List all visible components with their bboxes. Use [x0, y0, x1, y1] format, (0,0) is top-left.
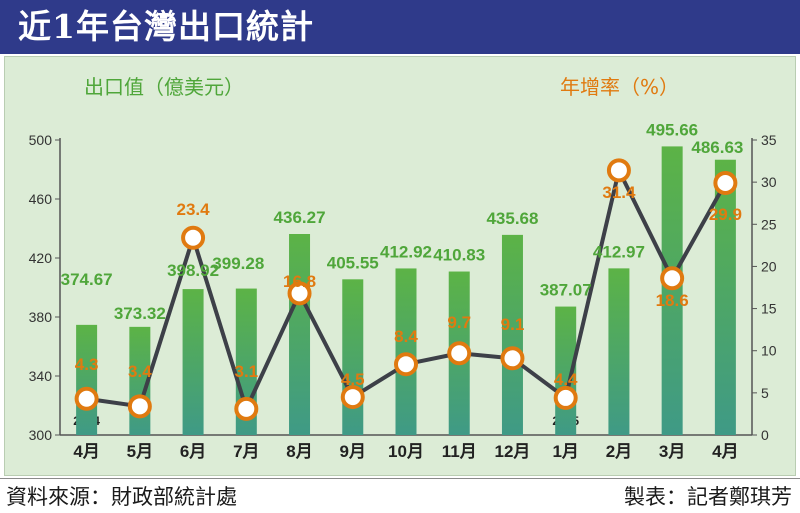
line-point: [447, 341, 472, 366]
y2-tick-label: 25: [761, 216, 777, 232]
y-tick-label: 380: [29, 309, 53, 325]
growth-value-label: 23.4: [177, 200, 211, 219]
line-point: [660, 266, 685, 291]
bar-value-label: 399.28: [212, 254, 264, 273]
bar-value-label: 486.63: [691, 138, 743, 157]
bar: [342, 279, 364, 435]
bar-value-label: 374.67: [61, 270, 113, 289]
growth-value-label: 4.4: [554, 370, 578, 389]
growth-value-label: 16.8: [283, 272, 316, 291]
y-tick-label: 460: [29, 191, 53, 207]
growth-value-label: 18.6: [656, 291, 689, 310]
bar: [661, 146, 683, 436]
y2-tick-label: 30: [761, 174, 777, 190]
growth-value-label: 3.4: [128, 362, 152, 381]
growth-value-label: 4.3: [75, 355, 99, 374]
y-tick-label: 420: [29, 250, 53, 266]
data-labels: 374.67373.32398.92399.28436.27405.55412.…: [61, 120, 744, 389]
growth-value-label: 29.9: [709, 205, 742, 224]
bar: [714, 159, 736, 435]
x-tick-label: 1月: [552, 442, 578, 461]
chart-title: 近1年台灣出口統計: [18, 7, 314, 46]
x-tick-label: 5月: [127, 442, 153, 461]
footer: 資料來源：財政部統計處 製表：記者鄭琪芳: [0, 478, 800, 513]
growth-value-label: 3.1: [234, 362, 258, 381]
bar-value-label: 495.66: [646, 120, 698, 139]
y2-tick-label: 0: [761, 427, 769, 443]
x-tick-label: 3月: [659, 442, 685, 461]
credit-note: 製表：記者鄭琪芳: [624, 485, 792, 509]
title-bar: 近1年台灣出口統計: [0, 0, 800, 54]
bar-value-label: 405.55: [327, 253, 379, 272]
line-point: [553, 385, 578, 410]
y2-tick-label: 5: [761, 385, 769, 401]
line-point: [500, 346, 525, 371]
line-point: [287, 281, 312, 306]
y2-tick-label: 20: [761, 258, 777, 274]
x-tick-label: 10月: [388, 442, 424, 461]
bar-value-label: 412.97: [593, 242, 645, 261]
x-tick-label: 9月: [340, 442, 366, 461]
growth-value-label: 8.4: [394, 327, 418, 346]
bar: [289, 234, 311, 435]
line-point: [74, 386, 99, 411]
bar-value-label: 387.07: [540, 281, 592, 300]
bar: [501, 234, 523, 435]
x-tick-label: 7月: [233, 442, 259, 461]
y-tick-label: 300: [29, 427, 53, 443]
line-point: [713, 170, 738, 195]
line-point: [606, 158, 631, 183]
y-axis-title: 出口值（億美元）: [84, 75, 244, 99]
growth-value-label: 9.7: [447, 313, 471, 332]
line-point: [394, 352, 418, 377]
y-tick-label: 500: [29, 132, 53, 148]
line-point: [181, 225, 206, 250]
bar-value-label: 410.83: [433, 246, 485, 265]
bar: [182, 289, 204, 435]
line-point: [127, 394, 152, 419]
x-tick-label: 4月: [73, 442, 99, 461]
bar-value-label: 436.27: [274, 208, 326, 227]
bar-value-label: 373.32: [114, 304, 166, 323]
x-tick-label: 8月: [286, 442, 312, 461]
x-tick-label: 12月: [495, 442, 531, 461]
bar: [76, 324, 98, 435]
bar: [395, 268, 417, 435]
line-point: [340, 385, 365, 410]
y-tick-label: 340: [29, 368, 53, 384]
y2-tick-label: 10: [761, 343, 777, 359]
chart-svg: 出口值（億美元） 年增率（%） 300 340 380 420 460 500 0 5 10 15…: [29, 75, 777, 461]
y2-tick-label: 35: [761, 132, 777, 148]
bar-value-label: 412.92: [380, 242, 432, 261]
y2-axis-title: 年增率（%）: [560, 75, 679, 99]
bar-value-label: 398.92: [167, 261, 219, 280]
x-tick-label: 11月: [442, 442, 477, 461]
growth-value-label: 9.1: [501, 315, 525, 334]
bar-value-label: 435.68: [486, 209, 538, 228]
x-tick-label: 4月: [712, 442, 738, 461]
line-point: [234, 396, 259, 421]
growth-value-label: 31.4: [602, 183, 636, 202]
source-note: 資料來源：財政部統計處: [6, 485, 237, 509]
growth-value-label: 4.5: [341, 370, 365, 389]
x-tick-label: 6月: [180, 442, 206, 461]
y2-tick-label: 15: [761, 301, 777, 317]
bar: [608, 268, 630, 435]
x-tick-label: 2月: [606, 442, 632, 461]
growth-line: [74, 158, 738, 421]
